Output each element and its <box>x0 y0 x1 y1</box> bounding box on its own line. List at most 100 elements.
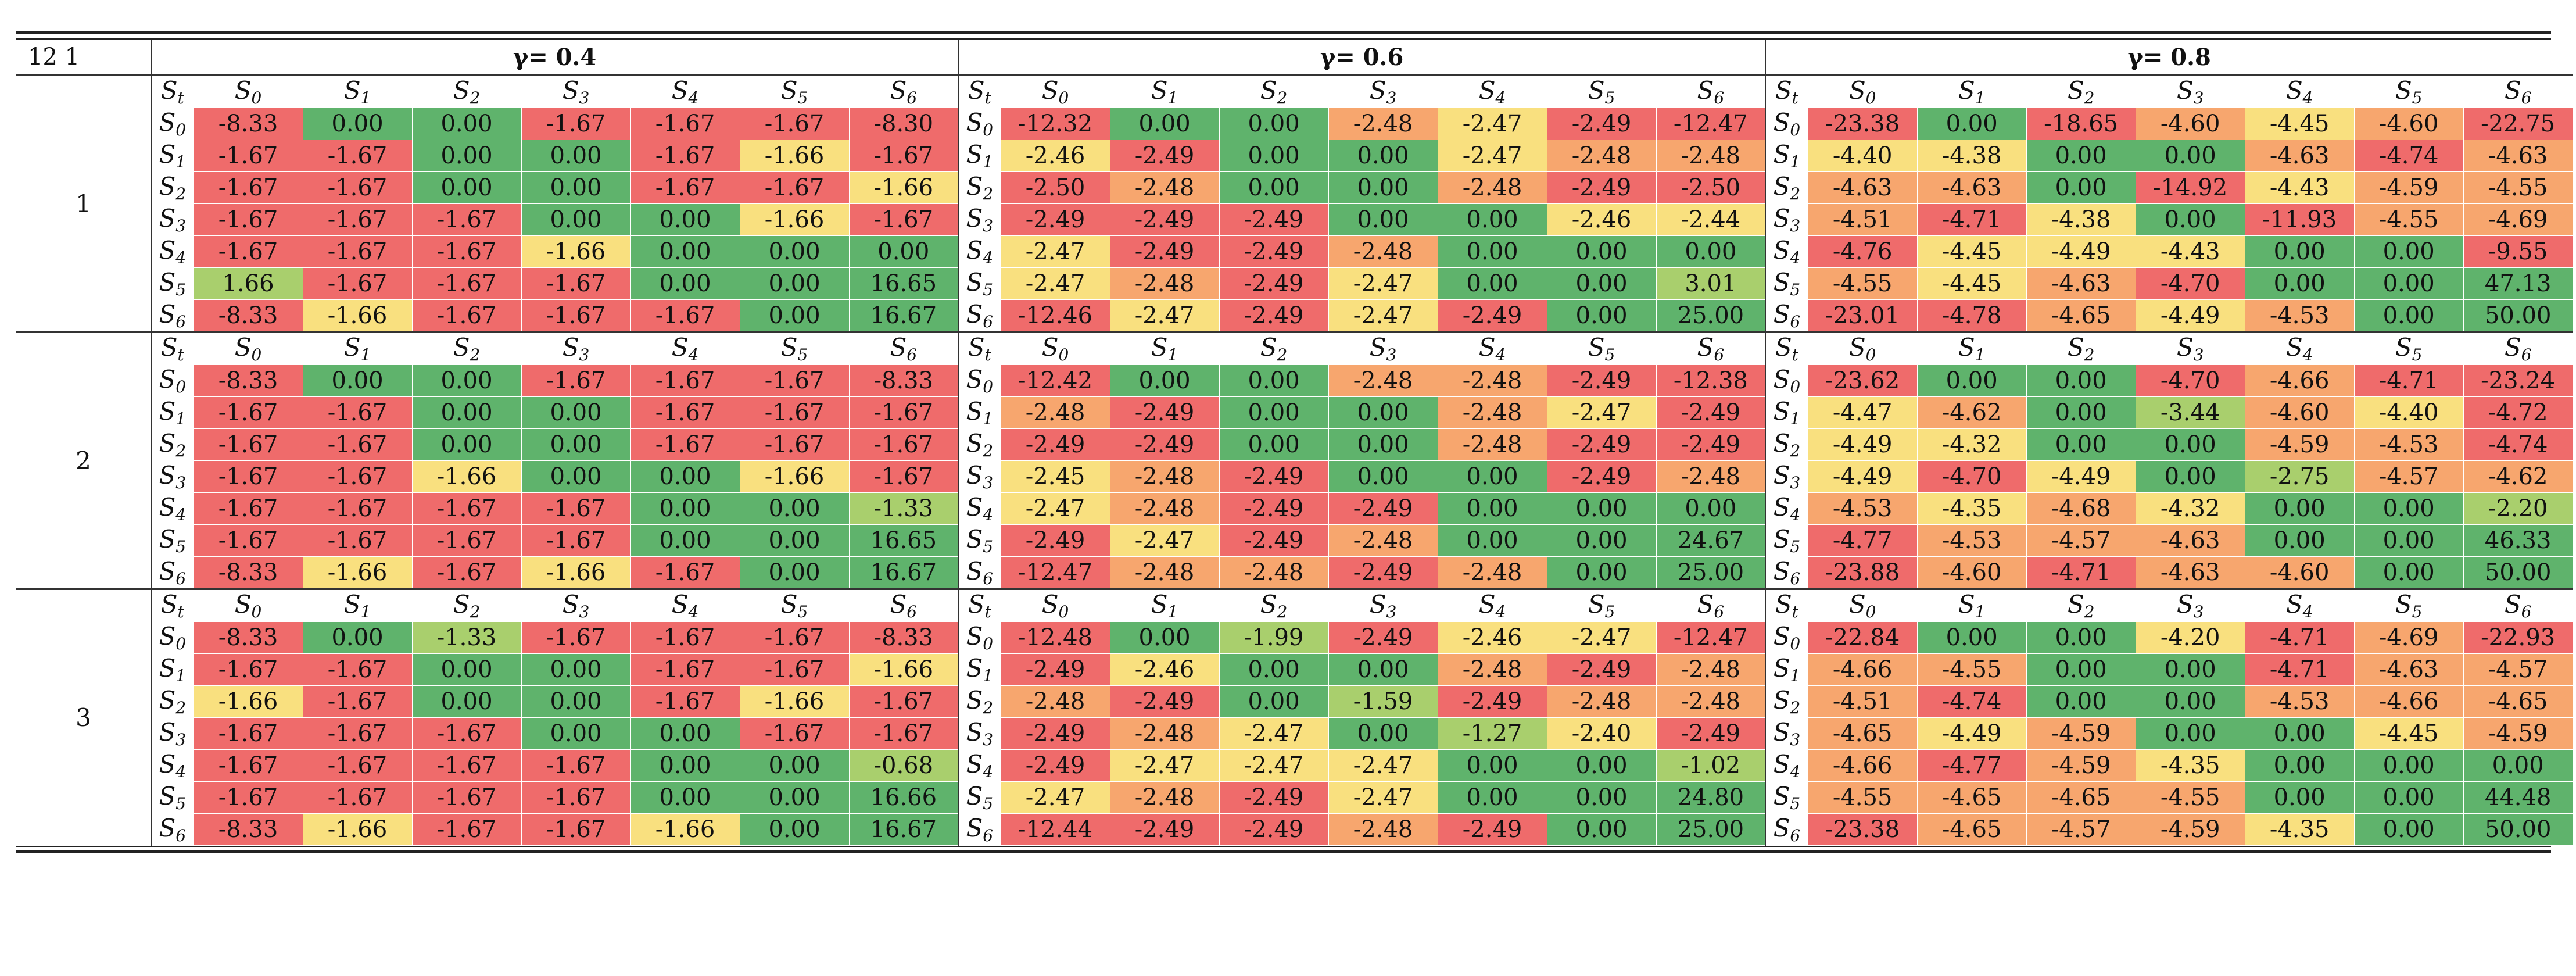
value-cell: -4.45 <box>2244 108 2355 140</box>
state-col-header: S6 <box>848 588 959 622</box>
value-cell: -2.44 <box>1656 203 1767 236</box>
row-state-label: S2 <box>1765 171 1808 204</box>
value-cell: 0.00 <box>1437 460 1547 493</box>
value-cell: -2.49 <box>1109 140 1220 172</box>
row-state-label: S3 <box>1765 717 1808 750</box>
value-cell: 0.00 <box>1546 235 1657 268</box>
row-state-label: S5 <box>151 267 194 300</box>
value-cell: 0.00 <box>630 460 740 493</box>
value-cell: -1.67 <box>302 235 413 268</box>
value-cell: -1.67 <box>302 717 413 750</box>
state-col-header: S4 <box>2244 588 2355 622</box>
state-subscript: 5 <box>2412 345 2423 364</box>
state-subscript: 6 <box>175 826 187 845</box>
value-cell: -2.48 <box>1656 460 1767 493</box>
value-cell: -4.35 <box>2244 813 2355 846</box>
value-cell: 0.00 <box>521 140 631 172</box>
value-cell: -2.45 <box>1000 460 1110 493</box>
state-subscript: 0 <box>251 602 262 621</box>
value-cell: 0.00 <box>1546 749 1657 782</box>
state-subscript: t <box>177 88 184 108</box>
row-state-label: S3 <box>151 717 194 750</box>
value-cell: -2.46 <box>1109 653 1220 686</box>
value-cell: -1.67 <box>302 267 413 300</box>
state-col-header: S4 <box>1437 74 1547 108</box>
value-cell: -1.67 <box>302 492 413 525</box>
state-col-header: S3 <box>2135 588 2245 622</box>
state-subscript: t <box>1792 602 1798 621</box>
value-cell: 0.00 <box>2026 140 2136 172</box>
state-subscript: t <box>1792 88 1798 108</box>
value-cell: -9.55 <box>2463 235 2573 268</box>
state-subscript: 5 <box>1790 537 1801 556</box>
value-cell: -1.67 <box>193 717 303 750</box>
value-cell: -2.48 <box>1109 171 1220 204</box>
state-col-header: S1 <box>1916 588 2027 622</box>
state-subscript: 1 <box>360 88 371 108</box>
state-subscript: 6 <box>1714 88 1725 108</box>
state-subscript: 5 <box>797 345 808 364</box>
value-cell: 0.00 <box>848 235 959 268</box>
state-subscript: 6 <box>2521 88 2532 108</box>
table-row: S5 1.66 -1.67 -1.67 -1.67 0.00 0.00 16.65 S5 -2.4… <box>16 267 2573 300</box>
state-col-header: S6 <box>1656 331 1767 365</box>
value-cell: -2.48 <box>1656 140 1767 172</box>
row-state-label: S5 <box>958 781 1001 814</box>
row-state-label: S0 <box>151 364 194 397</box>
value-cell: 0.00 <box>521 685 631 718</box>
row-state-label: S6 <box>1765 299 1808 333</box>
value-cell: -4.55 <box>2135 781 2245 814</box>
row-state-label: S2 <box>151 171 194 204</box>
value-cell: -2.47 <box>1328 299 1438 333</box>
value-cell: -4.66 <box>2244 364 2355 397</box>
table-row: S6 -8.33 -1.66 -1.67 -1.66 -1.67 0.00 16.67 S6 -1… <box>16 556 2573 589</box>
state-subscript: t <box>984 88 991 108</box>
value-cell: 0.00 <box>2244 492 2355 525</box>
state-subscript: 4 <box>1790 248 1801 267</box>
value-cell: 0.00 <box>411 685 522 718</box>
row-state-label: S5 <box>958 267 1001 300</box>
state-subscript: 3 <box>983 473 994 492</box>
value-cell: -1.67 <box>193 235 303 268</box>
value-cell: 0.00 <box>2026 653 2136 686</box>
table-row: S2 -1.67 -1.67 0.00 0.00 -1.67 -1.67 -1.66 S2 -2.… <box>16 171 2573 204</box>
value-cell: -2.48 <box>1437 556 1547 589</box>
value-cell: 0.00 <box>2244 717 2355 750</box>
state-col-header: S0 <box>1000 331 1110 365</box>
value-cell: -8.33 <box>193 813 303 846</box>
value-cell: 0.00 <box>1546 813 1657 846</box>
value-cell: -4.53 <box>1916 524 2027 557</box>
block-label: 1 <box>16 74 152 333</box>
value-cell: -2.49 <box>1219 781 1329 814</box>
value-cell: -11.93 <box>2244 203 2355 236</box>
row-state-label: S3 <box>958 717 1001 750</box>
value-cell: -1.67 <box>193 749 303 782</box>
row-state-label: S6 <box>1765 556 1808 589</box>
value-cell: -4.20 <box>2135 621 2245 654</box>
value-cell: -2.49 <box>1546 653 1657 686</box>
value-cell: 0.00 <box>1109 108 1220 140</box>
value-cell: -1.67 <box>848 140 959 172</box>
value-cell: -12.47 <box>1000 556 1110 589</box>
value-cell: -4.43 <box>2244 171 2355 204</box>
row-state-label: S3 <box>151 460 194 493</box>
state-subscript: 3 <box>983 730 994 749</box>
value-cell: -1.67 <box>302 428 413 461</box>
value-cell: -4.77 <box>1916 749 2027 782</box>
value-cell: 0.00 <box>1437 524 1547 557</box>
row-state-label: S6 <box>958 556 1001 589</box>
state-subscript: 0 <box>1865 345 1876 364</box>
state-subscript: 1 <box>1167 345 1178 364</box>
state-subscript: 1 <box>175 666 187 685</box>
state-col-header: S1 <box>302 74 413 108</box>
value-cell: -2.40 <box>1546 717 1657 750</box>
state-col-header-st: St <box>1765 74 1808 108</box>
value-cell: -2.47 <box>1546 621 1657 654</box>
state-subscript: 1 <box>983 152 994 171</box>
state-col-header: S4 <box>630 588 740 622</box>
value-cell: -1.67 <box>521 267 631 300</box>
state-col-header: S0 <box>193 331 303 365</box>
value-cell: -8.33 <box>193 299 303 333</box>
state-col-header: S2 <box>1219 74 1329 108</box>
state-col-header: S2 <box>1219 588 1329 622</box>
